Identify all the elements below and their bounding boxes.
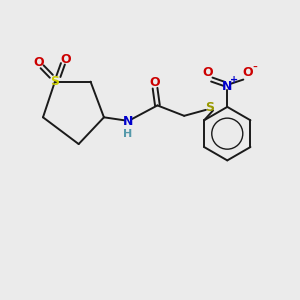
Text: S: S — [50, 75, 59, 88]
Text: O: O — [242, 66, 253, 79]
Text: S: S — [205, 101, 214, 114]
Text: O: O — [33, 56, 44, 69]
Text: O: O — [202, 66, 213, 79]
Text: N: N — [222, 80, 232, 93]
Text: N: N — [122, 115, 133, 128]
Text: +: + — [230, 75, 238, 85]
Text: O: O — [150, 76, 160, 89]
Text: O: O — [60, 53, 70, 66]
Text: H: H — [123, 129, 132, 139]
Text: -: - — [253, 61, 258, 75]
